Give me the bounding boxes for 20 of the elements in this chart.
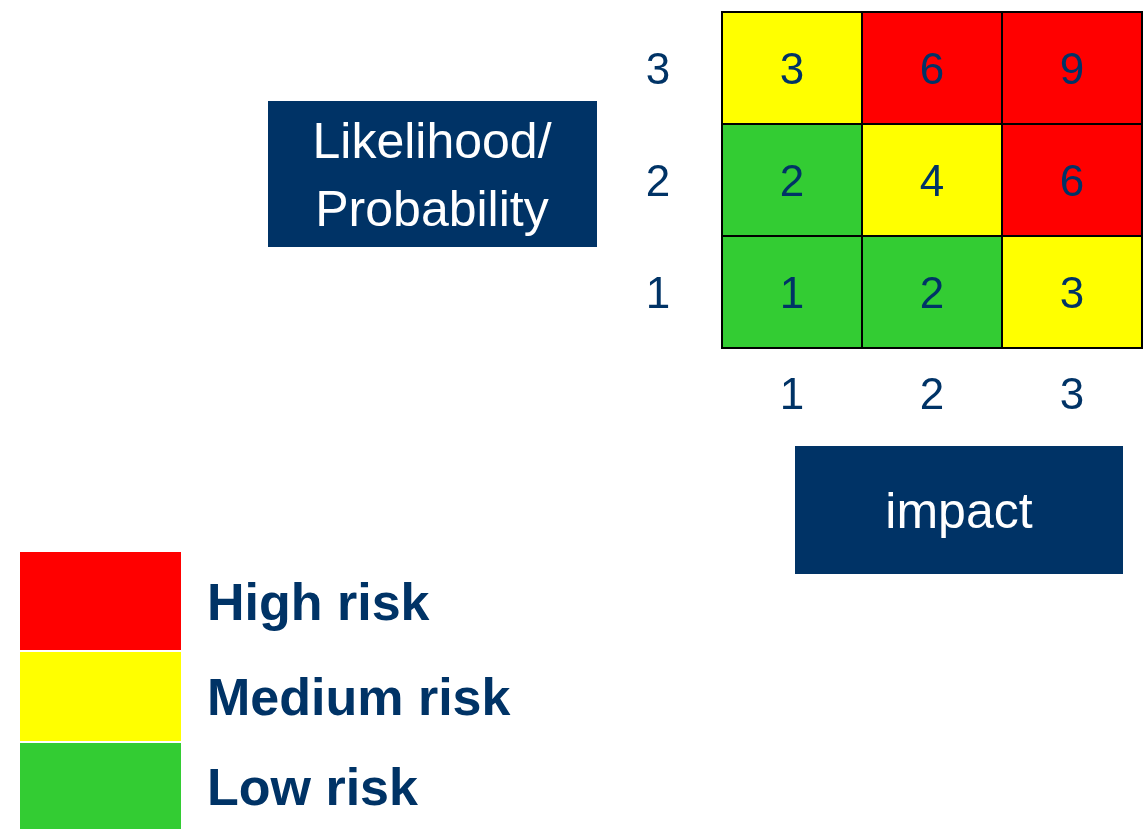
x-tick-label: 1 — [779, 368, 805, 418]
data-label: 3 — [779, 43, 805, 93]
x-tick-label: 3 — [1059, 368, 1085, 418]
x-axis-title: impact — [885, 483, 1033, 539]
data-label: 9 — [1059, 43, 1085, 93]
data-label: 2 — [779, 155, 805, 205]
x-tick-label: 2 — [919, 368, 945, 418]
data-label: 6 — [1059, 155, 1085, 205]
data-label: 2 — [919, 267, 945, 317]
y-tick-label: 3 — [645, 43, 671, 93]
data-label: 6 — [919, 43, 945, 93]
legend-label: Medium risk — [207, 668, 511, 727]
data-label: 1 — [779, 267, 805, 317]
legend-label: Low risk — [207, 757, 419, 816]
data-label: 4 — [919, 155, 945, 205]
y-tick-label: 2 — [645, 155, 671, 205]
y-axis-title: Likelihood/Probability — [312, 113, 552, 237]
legend-label: High risk — [207, 572, 430, 631]
data-label: 3 — [1059, 267, 1085, 317]
y-tick-label: 1 — [645, 267, 671, 317]
